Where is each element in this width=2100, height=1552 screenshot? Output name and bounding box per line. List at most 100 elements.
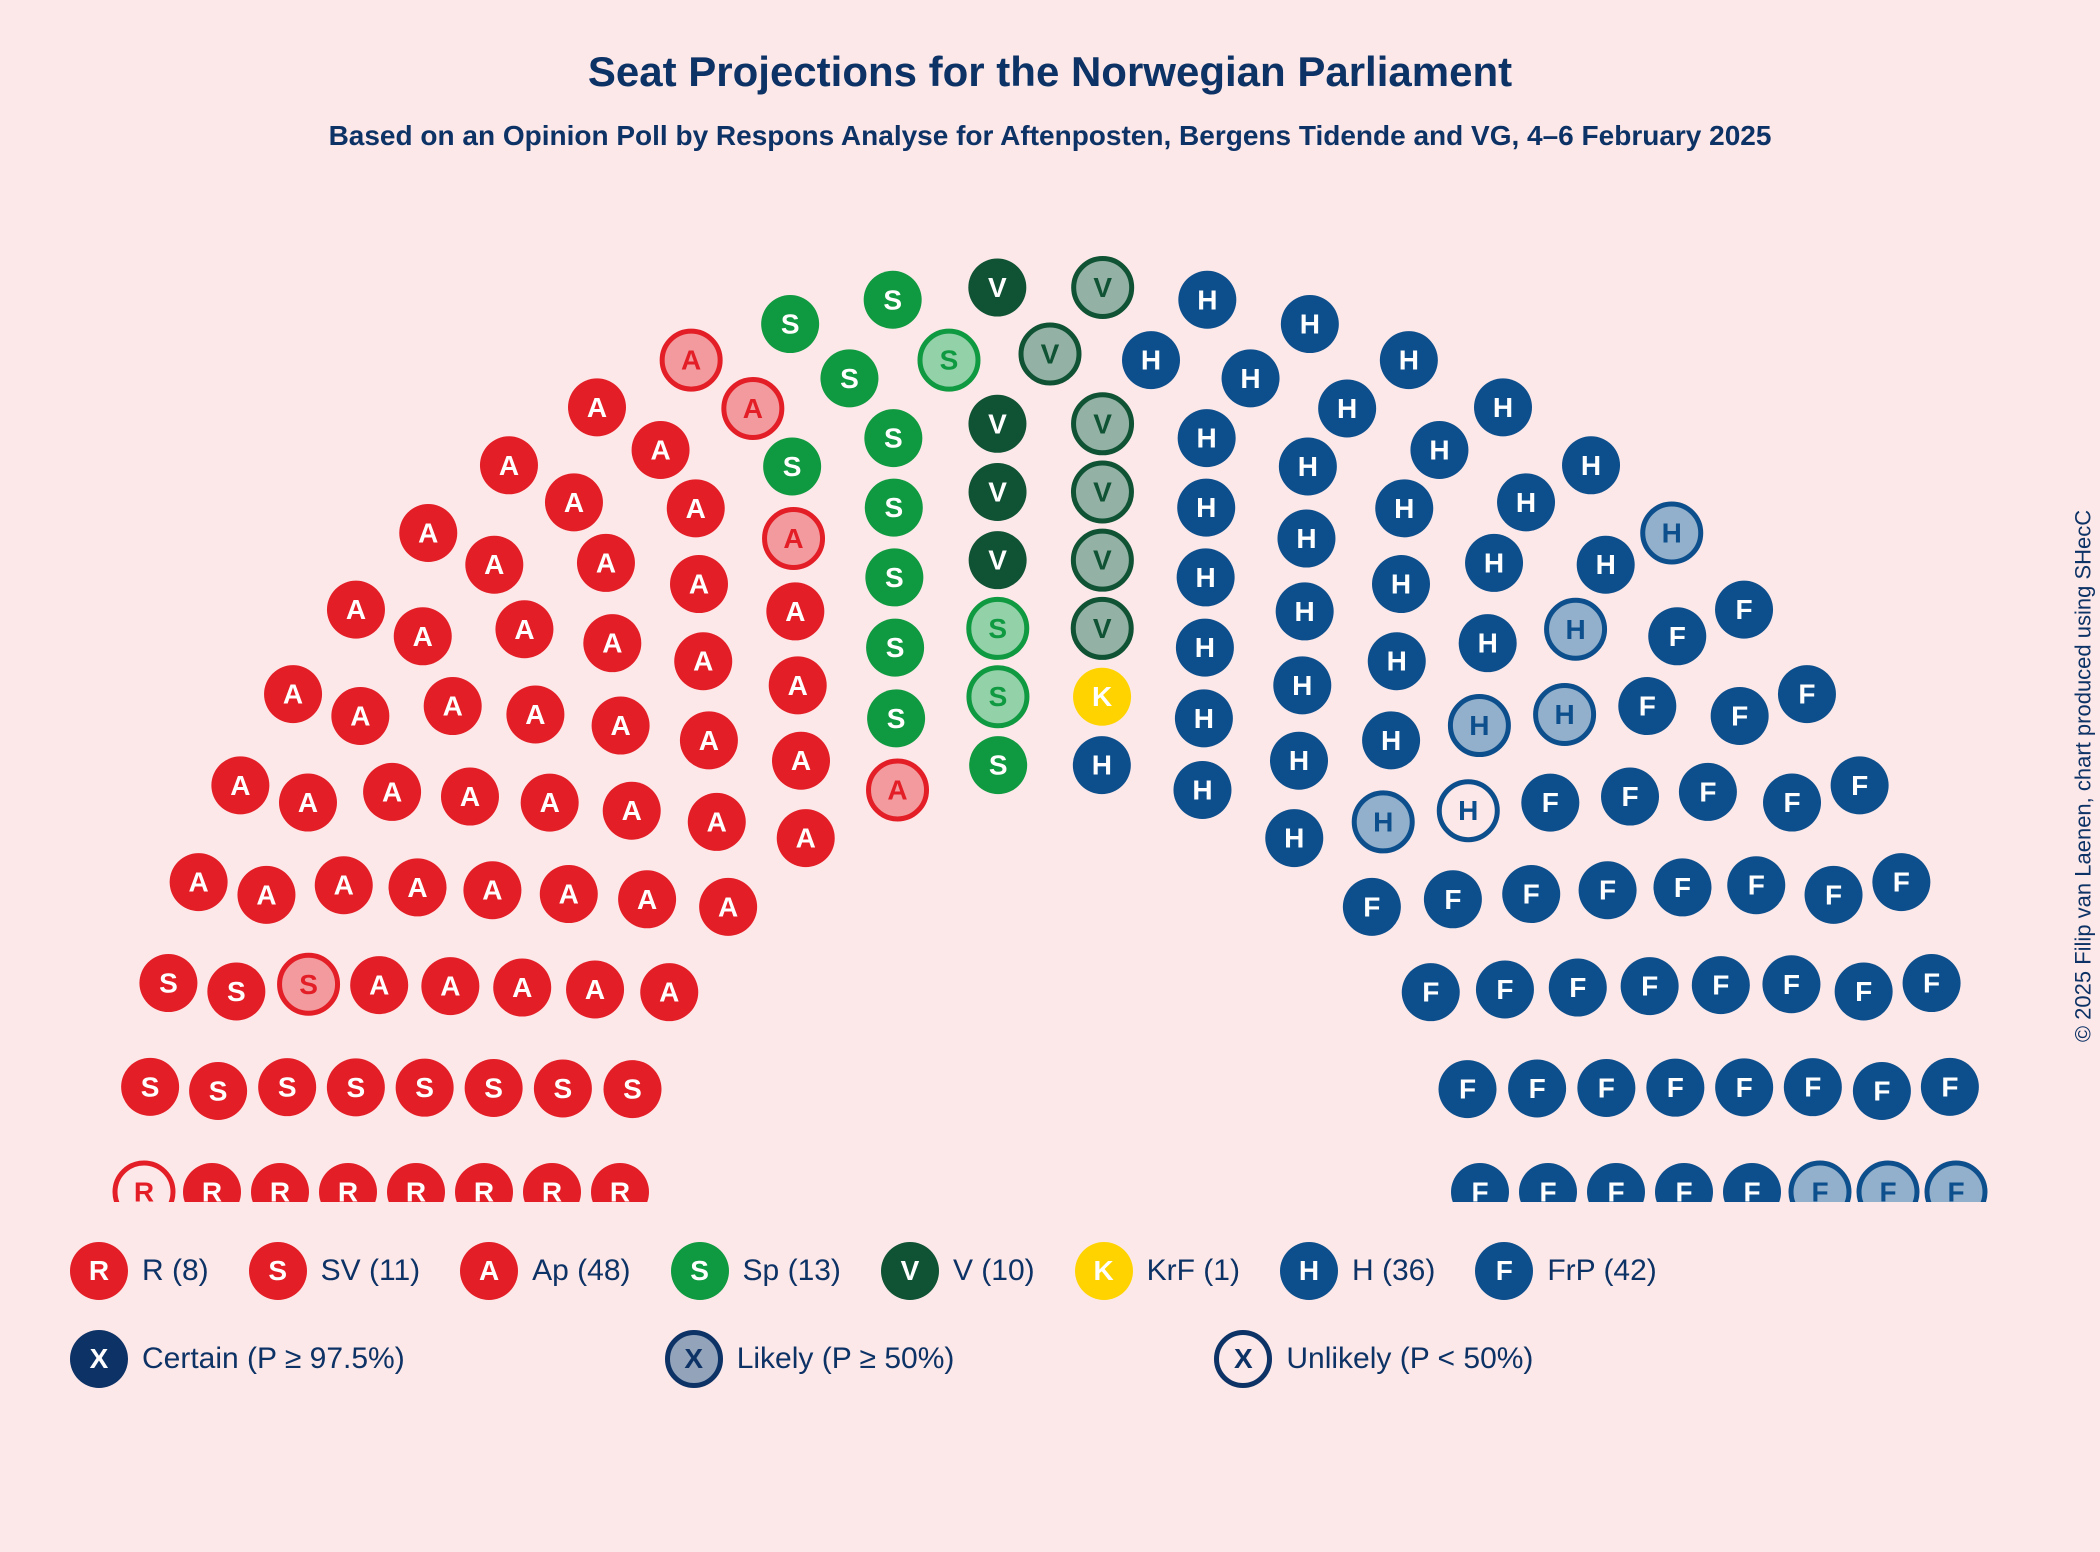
prob-swatch: X [70, 1330, 128, 1388]
seat: S [396, 1059, 454, 1117]
svg-text:R: R [202, 1177, 222, 1203]
seat: V [969, 531, 1027, 589]
svg-text:V: V [988, 476, 1007, 507]
svg-text:A: A [440, 971, 460, 1002]
seat: V [1021, 325, 1079, 383]
seat: A [521, 774, 579, 832]
seat: A [331, 687, 389, 745]
svg-text:F: F [1523, 879, 1540, 910]
seat: S [258, 1058, 316, 1116]
seat: H [1562, 436, 1620, 494]
prob-label: Likely (P ≥ 50%) [737, 1342, 955, 1376]
seat: A [315, 856, 373, 914]
legend-swatch: S [671, 1242, 729, 1300]
svg-text:A: A [791, 745, 811, 776]
svg-text:F: F [1825, 879, 1842, 910]
seat: H [1410, 421, 1468, 479]
svg-text:F: F [1422, 977, 1439, 1008]
svg-text:F: F [1712, 970, 1729, 1001]
prob-label: Certain (P ≥ 97.5%) [142, 1342, 405, 1376]
svg-text:V: V [1093, 545, 1112, 576]
svg-text:H: H [1469, 710, 1489, 741]
svg-text:R: R [474, 1177, 494, 1203]
svg-text:F: F [1607, 1177, 1624, 1203]
svg-text:A: A [637, 884, 657, 915]
seat: A [421, 957, 479, 1015]
svg-text:H: H [1196, 562, 1216, 593]
seat: A [545, 473, 603, 531]
seat: K [1073, 668, 1131, 726]
svg-text:H: H [1662, 517, 1682, 548]
svg-text:F: F [1851, 770, 1868, 801]
seat: R [115, 1163, 173, 1202]
legend-swatch: F [1475, 1242, 1533, 1300]
seat: R [591, 1163, 649, 1202]
seat: V [969, 463, 1027, 521]
seat: H [1547, 600, 1605, 658]
seat: F [1859, 1163, 1917, 1202]
svg-text:A: A [796, 823, 816, 854]
seat: F [1711, 687, 1769, 745]
svg-text:A: A [256, 879, 276, 910]
seat: R [319, 1163, 377, 1202]
seat: H [1176, 619, 1234, 677]
seat: S [327, 1058, 385, 1116]
svg-text:F: F [1599, 875, 1616, 906]
seat: A [211, 756, 269, 814]
seat: H [1465, 534, 1523, 592]
seat: A [568, 378, 626, 436]
svg-text:F: F [1675, 1177, 1692, 1203]
legend-swatch: H [1280, 1242, 1338, 1300]
svg-text:H: H [1381, 725, 1401, 756]
svg-text:F: F [1444, 884, 1461, 915]
seat: A [769, 656, 827, 714]
svg-text:A: A [596, 547, 616, 578]
seat: S [121, 1058, 179, 1116]
svg-text:H: H [1289, 745, 1309, 776]
seat: S [969, 668, 1027, 726]
seat: H [1277, 510, 1335, 568]
legend-label: V (10) [953, 1254, 1035, 1288]
svg-text:S: S [209, 1075, 228, 1106]
svg-text:A: A [559, 879, 579, 910]
svg-text:H: H [1399, 345, 1419, 376]
svg-text:A: A [743, 393, 763, 424]
seat: F [1791, 1163, 1849, 1202]
seat: A [495, 600, 553, 658]
seat: F [1921, 1058, 1979, 1116]
seat: F [1343, 878, 1401, 936]
seat: F [1451, 1163, 1509, 1202]
svg-text:A: A [350, 700, 370, 731]
svg-text:S: S [141, 1071, 160, 1102]
svg-text:H: H [1298, 451, 1318, 482]
svg-text:H: H [1240, 363, 1260, 394]
svg-text:R: R [134, 1177, 154, 1203]
seat: H [1175, 689, 1233, 747]
svg-text:S: S [781, 309, 800, 340]
svg-text:H: H [1194, 703, 1214, 734]
seat: A [170, 853, 228, 911]
svg-text:R: R [610, 1177, 630, 1203]
seat: H [1380, 331, 1438, 389]
svg-text:A: A [484, 549, 504, 580]
svg-text:V: V [988, 272, 1007, 303]
svg-text:A: A [418, 517, 438, 548]
svg-text:S: S [885, 562, 904, 593]
prob-legend-unlikely: XUnlikely (P < 50%) [1214, 1330, 1533, 1388]
svg-text:A: A [460, 781, 480, 812]
svg-text:A: A [650, 434, 670, 465]
svg-text:A: A [382, 776, 402, 807]
seat: F [1476, 960, 1534, 1018]
seat: H [1439, 782, 1497, 840]
seat: F [1508, 1059, 1566, 1117]
svg-text:A: A [540, 787, 560, 818]
svg-text:H: H [1429, 434, 1449, 465]
svg-text:A: A [346, 594, 366, 625]
seat: S [763, 437, 821, 495]
seat: H [1459, 614, 1517, 672]
svg-text:H: H [1565, 614, 1585, 645]
seat: F [1439, 1060, 1497, 1118]
svg-text:S: S [988, 613, 1007, 644]
svg-text:A: A [693, 646, 713, 677]
svg-text:F: F [1941, 1071, 1958, 1102]
